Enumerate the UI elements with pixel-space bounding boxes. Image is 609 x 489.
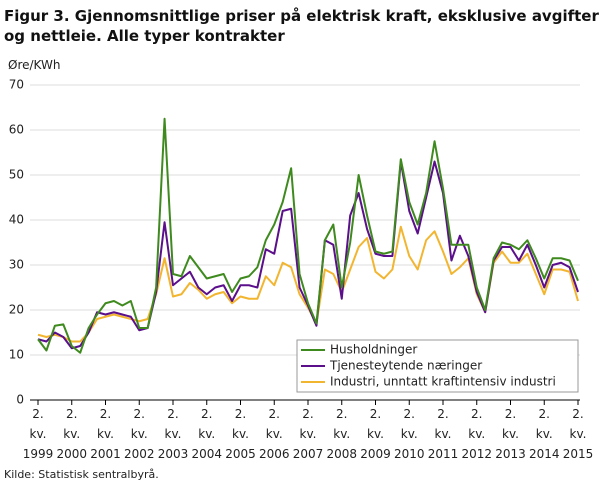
x-tick-label: 2. kv. 2010 xyxy=(393,407,425,461)
source: Kilde: Statistisk sentralbyrå. xyxy=(4,468,159,481)
x-tick-label: 2. kv. 2009 xyxy=(360,407,391,461)
y-tick-label: 20 xyxy=(9,303,24,317)
x-tick-label: 2. kv. 2006 xyxy=(258,407,290,461)
y-axis-label: Øre/KWh xyxy=(8,58,61,72)
x-tick-label: 2. kv. 2012 xyxy=(461,407,493,461)
x-tick-label: 2. kv. 2013 xyxy=(495,407,526,461)
legend-box xyxy=(296,339,579,393)
x-tick-label: 2. kv. 2011 xyxy=(427,407,459,461)
legend-label: Husholdninger xyxy=(330,343,417,357)
chart-title: Figur 3. Gjennomsnittlige priser på elek… xyxy=(4,7,599,45)
x-tick-label: 2. kv. 2007 xyxy=(292,407,324,461)
x-tick-label: 2. kv. 2005 xyxy=(225,407,256,461)
y-tick-label: 50 xyxy=(9,168,24,182)
x-tick-label: 2. kv. 2002 xyxy=(123,407,155,461)
x-tick-label: 2. kv. 2015 xyxy=(562,407,594,461)
y-tick-label: 30 xyxy=(9,258,24,272)
y-tick-label: 60 xyxy=(9,123,24,137)
x-tick-label: 2. kv. 2004 xyxy=(191,407,223,461)
x-tick-label: 2. kv. 2014 xyxy=(528,407,560,461)
y-tick-label: 40 xyxy=(9,213,24,227)
x-tick-label: 2. kv. 2001 xyxy=(90,407,121,461)
y-tick-label: 0 xyxy=(16,393,24,407)
line xyxy=(37,160,579,350)
legend-label: Industri, unntatt kraftintensiv industri xyxy=(330,375,556,389)
y-tick-label: 70 xyxy=(9,78,24,92)
line xyxy=(37,225,579,343)
x-tick-label: 2. kv. 1999 xyxy=(22,407,54,461)
x-tick-label: 2. kv. 2008 xyxy=(326,407,358,461)
x-tick-label: 2. kv. 2003 xyxy=(157,407,189,461)
legend-label: Tjenesteytende næringer xyxy=(329,359,482,373)
x-tick-label: 2. kv. 2000 xyxy=(56,407,88,461)
y-tick-label: 10 xyxy=(9,348,24,362)
line xyxy=(37,117,579,354)
